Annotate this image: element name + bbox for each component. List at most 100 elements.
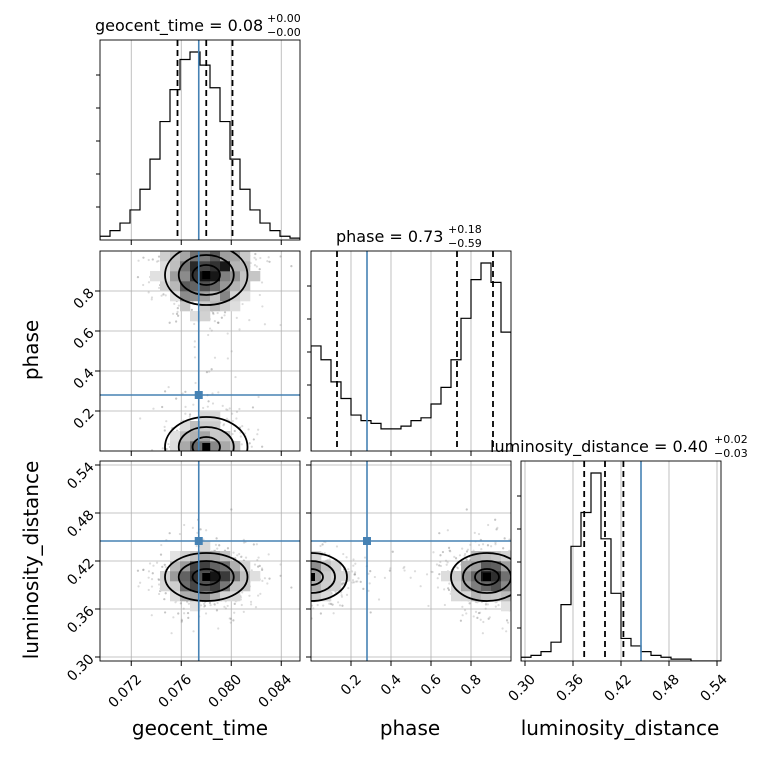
sample-point <box>224 607 227 610</box>
sample-point <box>231 432 234 436</box>
svg-text:−0.00: −0.00 <box>267 26 301 39</box>
density-cell <box>451 591 462 602</box>
sample-point <box>193 345 196 349</box>
sample-point <box>203 605 206 608</box>
title-geocent-time-plus: +0.00 <box>267 12 301 25</box>
ylabel-luminosity-distance: luminosity_distance <box>19 461 43 660</box>
sample-point <box>242 541 246 544</box>
sample-point <box>459 619 462 622</box>
density-cell <box>220 281 231 292</box>
density-cell <box>180 591 191 602</box>
sample-point <box>267 256 270 259</box>
sample-point <box>438 564 441 567</box>
sample-point <box>177 314 180 317</box>
density-cell <box>210 431 221 442</box>
density-cell <box>461 561 472 572</box>
svg-text:+0.02: +0.02 <box>714 433 748 446</box>
sample-point <box>469 558 472 562</box>
sample-point <box>249 603 253 606</box>
sample-point <box>157 578 161 581</box>
sample-point <box>494 518 497 521</box>
sample-point <box>319 544 322 548</box>
sample-point <box>164 565 167 569</box>
sample-point <box>480 547 483 551</box>
density-cell <box>170 291 181 302</box>
density-cell <box>190 291 201 302</box>
sample-point <box>468 602 471 605</box>
sample-point <box>207 400 210 403</box>
density-cell <box>170 281 181 292</box>
sample-point <box>160 543 163 547</box>
density-cell <box>190 581 201 592</box>
sample-point <box>164 294 167 297</box>
density-cell <box>230 571 241 582</box>
sample-point <box>147 576 150 579</box>
sample-point <box>495 528 498 531</box>
sample-point <box>261 445 264 448</box>
sample-point <box>445 563 448 566</box>
density-cell <box>200 311 211 322</box>
sample-point <box>147 570 151 573</box>
density-cell <box>190 571 201 582</box>
sample-point <box>190 308 193 311</box>
sample-point <box>168 321 171 324</box>
sample-point <box>208 370 211 373</box>
sample-point <box>311 604 314 607</box>
sample-point <box>388 569 392 572</box>
density-cell <box>481 591 492 602</box>
sample-point <box>446 529 449 532</box>
sample-point <box>213 602 216 606</box>
density-cell <box>190 421 201 432</box>
sample-point <box>188 413 192 416</box>
sample-point <box>136 276 140 279</box>
title-luminosity-distance-plus: +0.02 <box>714 433 748 446</box>
sample-point <box>389 567 392 570</box>
density-cell <box>220 261 231 272</box>
density-cell <box>501 591 511 602</box>
density-cell <box>220 581 231 592</box>
sample-point <box>391 550 394 553</box>
density-cell <box>160 581 171 592</box>
sample-point <box>222 424 225 427</box>
sample-point <box>193 340 196 343</box>
sample-point <box>232 551 235 554</box>
sample-point <box>217 321 220 324</box>
sample-point <box>209 604 212 607</box>
sample-point <box>290 586 293 589</box>
density-cell <box>200 561 211 572</box>
density-cell <box>481 551 492 562</box>
density-cell <box>180 251 191 262</box>
sample-point <box>367 572 370 575</box>
title-geocent-time-minus: −0.00 <box>267 26 301 39</box>
sample-point <box>258 268 261 271</box>
sample-point <box>342 581 345 584</box>
sample-point <box>383 576 387 579</box>
sample-point <box>254 252 257 256</box>
sample-point <box>202 406 205 410</box>
sample-point <box>147 588 150 592</box>
sample-point <box>212 311 215 315</box>
density-cell <box>240 561 251 572</box>
sample-point <box>477 611 481 615</box>
sample-point <box>155 260 159 263</box>
sample-point <box>254 258 258 261</box>
sample-point <box>155 561 159 564</box>
density-cell <box>220 591 231 602</box>
x-tick-label: 0.42 <box>602 672 635 705</box>
density-cell <box>491 591 502 602</box>
sample-point <box>152 407 155 410</box>
sample-point <box>241 425 244 428</box>
density-cell <box>190 281 201 292</box>
contour <box>164 552 249 602</box>
density-cell <box>210 261 221 272</box>
sample-point <box>444 559 448 562</box>
sample-point <box>441 550 445 554</box>
density-cell <box>200 301 211 312</box>
density-cell <box>250 271 261 282</box>
sample-point <box>215 609 219 612</box>
sample-point <box>186 611 190 615</box>
density-cell <box>311 571 322 582</box>
sample-point <box>350 570 354 573</box>
sample-point <box>481 632 484 635</box>
density-cell <box>220 251 231 262</box>
